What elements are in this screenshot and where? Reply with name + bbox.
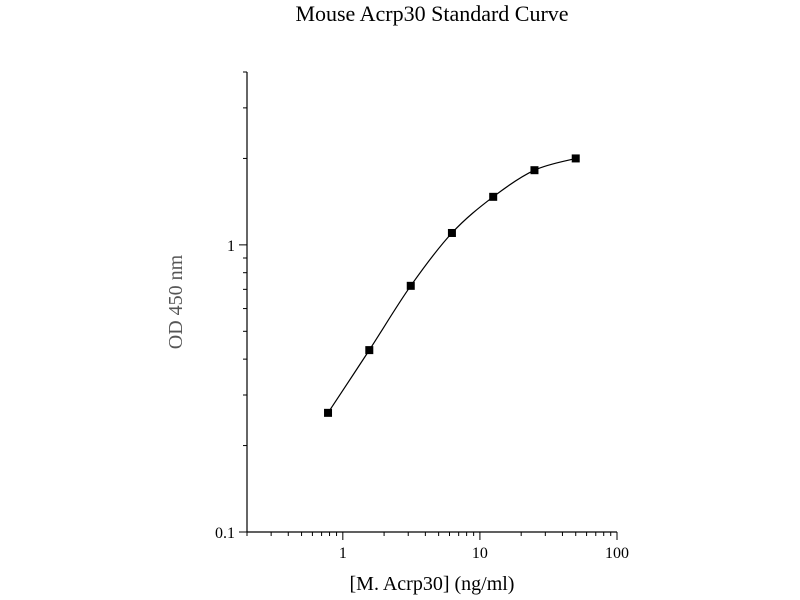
data-point-marker [489,192,498,201]
data-point-marker [406,281,415,290]
x-tick-label: 1 [339,545,347,562]
data-point-marker [447,228,456,237]
y-axis-label: OD 450 nm [165,254,187,349]
fit-curve-line [327,157,576,414]
data-point-marker [365,346,374,355]
y-tick-label: 1 [227,238,235,255]
chart-title: Mouse Acrp30 Standard Curve [295,1,568,26]
x-axis-label: [M. Acrp30] (ng/ml) [350,573,515,595]
x-tick-label: 10 [472,545,488,562]
x-tick-label: 100 [605,545,629,562]
x-axis-ticks: 1 10 100 [246,532,629,562]
data-point-marker [571,154,580,163]
y-axis-ticks: 0.11 [215,71,247,542]
data-point-marker [324,408,333,417]
data-points [324,154,580,417]
y-tick-label: 0.1 [215,525,235,542]
data-point-marker [530,166,539,175]
plot-axes [246,72,617,533]
